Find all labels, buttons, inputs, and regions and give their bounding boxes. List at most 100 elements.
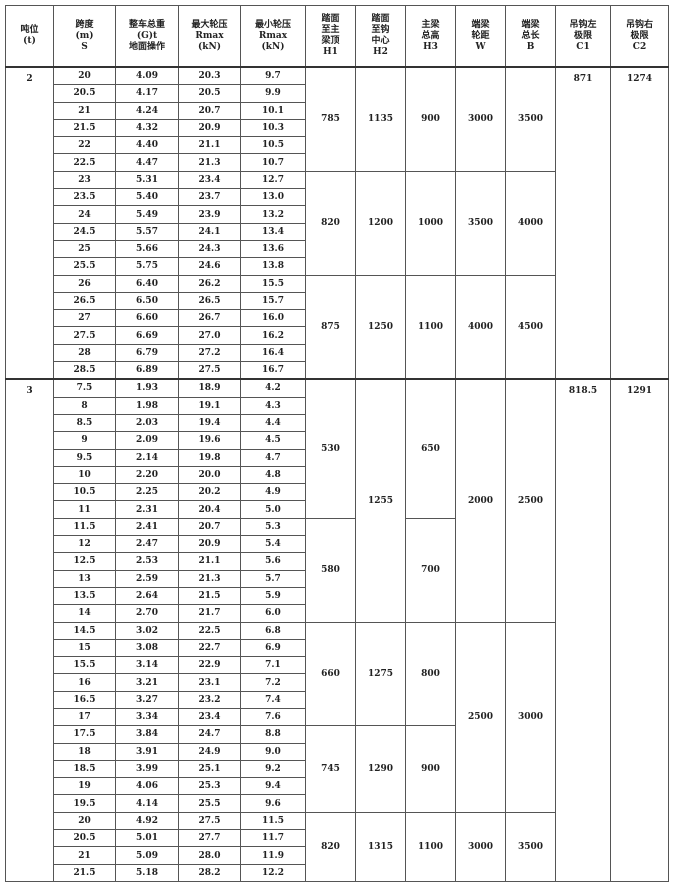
- max-load-cell: 26.2: [178, 274, 241, 293]
- h1-cell: 580: [305, 517, 356, 623]
- table-row: 2 20 4.09 20.3 9.7 785 1135 900 3000 3500 871 1274: [5, 65, 669, 380]
- weight-cell: 4.92: [115, 811, 179, 831]
- weight-cell: 4.09: [115, 66, 179, 86]
- table-row: 16.5 3.27 23.2 7.4: [6, 690, 669, 709]
- table-row: 10.5 2.25 20.2 4.9: [6, 483, 669, 502]
- span-cell: 15: [53, 638, 116, 658]
- span-cell: 21: [53, 846, 116, 865]
- table-body: 2 20 4.09 20.3 9.7 785 1135 900 3000 3500 871 1274 2…: [5, 65, 669, 882]
- weight-cell: 5.66: [115, 239, 179, 259]
- min-load-cell: 11.9: [240, 846, 306, 865]
- min-load-cell: 9.2: [240, 759, 306, 779]
- h2-cell: 1275: [355, 621, 406, 727]
- table-row: 21.5 4.32 20.9 10.3: [6, 118, 669, 138]
- tonnage-cell: 3: [5, 378, 54, 882]
- c2-cell: 1291: [610, 378, 669, 882]
- table-row: 20 4.92 27.5 11.5 820 1315 1100 3000 3500: [6, 811, 669, 882]
- header-h2: 踏面 至钩 中心 H2: [355, 5, 406, 68]
- min-load-cell: 4.8: [240, 465, 306, 485]
- span-cell: 25: [53, 239, 116, 259]
- min-load-cell: 9.0: [240, 742, 306, 761]
- max-load-cell: 24.6: [178, 257, 241, 276]
- table-row: 25 5.66 24.3 13.6: [6, 239, 669, 259]
- min-load-cell: 11.5: [240, 811, 306, 831]
- weight-cell: 4.06: [115, 777, 179, 796]
- weight-cell: 5.57: [115, 222, 179, 241]
- span-cell: 22: [53, 136, 116, 155]
- span-cell: 27: [53, 309, 116, 328]
- span-cell: 28: [53, 343, 116, 363]
- h2-cell: 1255: [355, 378, 406, 623]
- c1-cell: 818.5: [555, 378, 611, 882]
- header-min-wheel-load: 最小轮压 Rmax (kN): [240, 5, 306, 68]
- min-load-cell: 4.7: [240, 448, 306, 467]
- span-cell: 12.5: [53, 552, 116, 571]
- span-cell: 27.5: [53, 326, 116, 345]
- tonnage-cell: 2: [5, 65, 54, 380]
- span-cell: 14: [53, 604, 116, 623]
- max-load-cell: 21.7: [178, 604, 241, 623]
- table-row: 26 6.40 26.2 15.5 875 1250 1100 4000 4500: [6, 274, 669, 380]
- weight-cell: 4.14: [115, 794, 179, 813]
- min-load-cell: 13.8: [240, 257, 306, 276]
- min-load-cell: 13.0: [240, 188, 306, 207]
- w-cell: 2000: [455, 378, 506, 623]
- max-load-cell: 23.4: [178, 707, 241, 727]
- min-load-cell: 16.7: [240, 361, 306, 380]
- min-load-cell: 4.5: [240, 431, 306, 450]
- max-load-cell: 19.6: [178, 431, 241, 450]
- table-row: 20.5 4.17 20.5 9.9: [6, 84, 669, 103]
- w-cell: 2500: [455, 621, 506, 813]
- header-h1: 踏面 至主 梁顶 H1: [305, 5, 356, 68]
- weight-cell: 3.99: [115, 759, 179, 779]
- span-cell: 26: [53, 274, 116, 293]
- min-load-cell: 10.1: [240, 101, 306, 120]
- span-cell: 23.5: [53, 188, 116, 207]
- min-load-cell: 16.2: [240, 326, 306, 345]
- weight-cell: 2.70: [115, 604, 179, 623]
- span-cell: 22.5: [53, 153, 116, 172]
- min-load-cell: 5.6: [240, 552, 306, 571]
- weight-cell: 4.40: [115, 136, 179, 155]
- max-load-cell: 20.4: [178, 500, 241, 519]
- max-load-cell: 19.4: [178, 413, 241, 433]
- max-load-cell: 27.2: [178, 343, 241, 363]
- max-load-cell: 20.0: [178, 465, 241, 485]
- table-row: 23.5 5.40 23.7 13.0: [6, 188, 669, 207]
- weight-cell: 1.93: [115, 378, 179, 398]
- span-cell: 20: [53, 66, 116, 86]
- weight-cell: 2.47: [115, 535, 179, 554]
- weight-cell: 6.50: [115, 291, 179, 311]
- span-cell: 20.5: [53, 829, 116, 848]
- min-load-cell: 8.8: [240, 725, 306, 744]
- weight-cell: 5.75: [115, 257, 179, 276]
- max-load-cell: 21.5: [178, 586, 241, 606]
- header-h3: 主梁 总高 H3: [405, 5, 456, 68]
- min-load-cell: 13.4: [240, 222, 306, 241]
- weight-cell: 6.60: [115, 309, 179, 328]
- span-cell: 16.5: [53, 690, 116, 709]
- max-load-cell: 24.1: [178, 222, 241, 241]
- max-load-cell: 27.7: [178, 829, 241, 848]
- h1-cell: 530: [305, 378, 356, 519]
- max-load-cell: 25.5: [178, 794, 241, 813]
- weight-cell: 4.32: [115, 118, 179, 138]
- max-load-cell: 20.2: [178, 483, 241, 502]
- weight-cell: 2.20: [115, 465, 179, 485]
- c1-cell: 871: [555, 65, 611, 380]
- min-load-cell: 7.4: [240, 690, 306, 709]
- span-cell: 17: [53, 707, 116, 727]
- min-load-cell: 6.8: [240, 621, 306, 640]
- min-load-cell: 10.5: [240, 136, 306, 155]
- table-row: 27 6.60 26.7 16.0: [6, 309, 669, 328]
- span-cell: 15.5: [53, 656, 116, 675]
- header-row: 吨位 (t) 跨度 (m) S 整车总重 (G)t 地面操作 最大轮压 Rmax (k…: [5, 5, 669, 68]
- max-load-cell: 21.1: [178, 136, 241, 155]
- h3-cell: 700: [405, 517, 456, 623]
- weight-cell: 3.27: [115, 690, 179, 709]
- table-row: 17 3.34 23.4 7.6: [6, 707, 669, 727]
- table-row: 28.5 6.89 27.5 16.7: [6, 361, 669, 380]
- table-row: 12.5 2.53 21.1 5.6: [6, 552, 669, 571]
- max-load-cell: 23.7: [178, 188, 241, 207]
- span-cell: 24: [53, 205, 116, 224]
